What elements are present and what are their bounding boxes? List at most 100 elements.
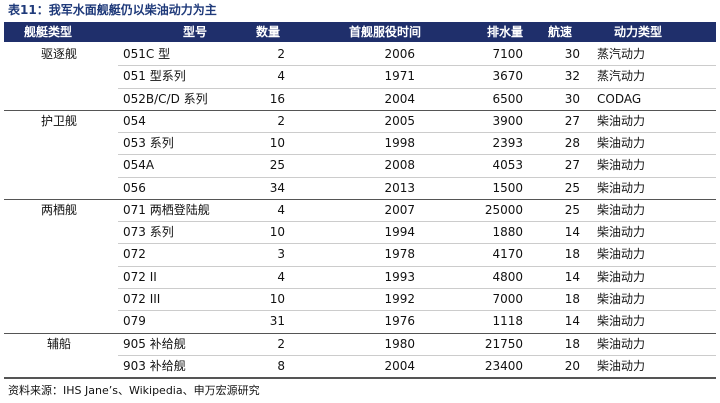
cell: 2007 bbox=[384, 202, 415, 217]
cell: 2004 bbox=[384, 358, 415, 373]
cell: 21750 bbox=[484, 336, 523, 351]
cell: 27 bbox=[564, 158, 580, 173]
cell: 20 bbox=[564, 358, 580, 373]
cell: 056 bbox=[123, 180, 146, 195]
row-separator bbox=[118, 221, 716, 223]
cell: 4170 bbox=[492, 247, 523, 262]
cell: 1118 bbox=[492, 314, 523, 329]
cell: 054A bbox=[123, 158, 155, 173]
cell: 31 bbox=[269, 314, 285, 329]
table-title: 表11：我军水面舰艇仍以柴油动力为主 bbox=[8, 3, 217, 17]
cell: 6500 bbox=[492, 91, 523, 106]
cell: 903 补给舰 bbox=[123, 358, 186, 373]
cell: 2008 bbox=[384, 158, 415, 173]
cell: 2005 bbox=[384, 113, 415, 128]
cell: 2013 bbox=[384, 180, 415, 195]
cell: 10 bbox=[269, 136, 285, 151]
cell: 2 bbox=[277, 113, 285, 128]
cell: 4800 bbox=[492, 269, 523, 284]
cell: 柴油动力 bbox=[597, 202, 646, 217]
cell: 18 bbox=[564, 291, 580, 306]
cell: 073 系列 bbox=[123, 225, 174, 240]
cell: 3670 bbox=[492, 69, 523, 84]
source-note: 资料来源：IHS Jane’s、Wikipedia、申万宏源研究 bbox=[8, 384, 260, 397]
group-label: 两栖舰 bbox=[40, 202, 78, 217]
group-separator bbox=[4, 109, 716, 111]
cell: 072 III bbox=[123, 291, 161, 306]
group-label: 驱逐舰 bbox=[40, 47, 78, 61]
cell: 051 型系列 bbox=[123, 69, 186, 84]
group-label: 护卫舰 bbox=[40, 113, 78, 128]
cell: 3900 bbox=[492, 113, 523, 128]
row-separator bbox=[118, 154, 716, 156]
cell: 7000 bbox=[492, 291, 523, 306]
cell: 072 II bbox=[123, 269, 157, 284]
cell: 3 bbox=[277, 247, 285, 262]
cell: 柴油动力 bbox=[597, 225, 646, 240]
cell: 柴油动力 bbox=[597, 291, 646, 306]
cell: 1993 bbox=[384, 269, 415, 284]
cell: 25 bbox=[564, 202, 580, 217]
cell: 25000 bbox=[484, 202, 523, 217]
group-separator bbox=[4, 377, 716, 380]
cell: 051C 型 bbox=[123, 47, 171, 61]
row-separator bbox=[118, 65, 716, 67]
cell: 4 bbox=[277, 269, 285, 284]
header-cell: 型号 bbox=[182, 25, 208, 39]
row-separator bbox=[118, 310, 716, 312]
cell: 柴油动力 bbox=[597, 314, 646, 329]
cell: 蒸汽动力 bbox=[597, 69, 646, 84]
cell: 2004 bbox=[384, 91, 415, 106]
cell: 1992 bbox=[384, 291, 415, 306]
cell: 7100 bbox=[492, 47, 523, 61]
cell: CODAG bbox=[597, 91, 642, 106]
cell: 32 bbox=[564, 69, 580, 84]
cell: 1880 bbox=[492, 225, 523, 240]
row-separator bbox=[118, 176, 716, 178]
cell: 052B/C/D 系列 bbox=[123, 91, 208, 106]
cell: 柴油动力 bbox=[597, 358, 646, 373]
cell: 2 bbox=[277, 47, 285, 61]
cell: 079 bbox=[123, 314, 146, 329]
cell: 25 bbox=[564, 180, 580, 195]
row-separator bbox=[118, 132, 716, 134]
cell: 1980 bbox=[384, 336, 415, 351]
cell: 34 bbox=[269, 180, 285, 195]
cell: 1500 bbox=[492, 180, 523, 195]
cell: 1978 bbox=[384, 247, 415, 262]
cell: 10 bbox=[269, 225, 285, 240]
cell: 10 bbox=[269, 291, 285, 306]
cell: 30 bbox=[564, 47, 580, 61]
cell: 2 bbox=[277, 336, 285, 351]
cell: 柴油动力 bbox=[597, 180, 646, 195]
cell: 1994 bbox=[384, 225, 415, 240]
cell: 柴油动力 bbox=[597, 247, 646, 262]
cell: 27 bbox=[564, 113, 580, 128]
row-separator bbox=[118, 243, 716, 245]
header-cell: 首舰服役时间 bbox=[348, 25, 422, 39]
cell: 柴油动力 bbox=[597, 336, 646, 351]
header-cell: 舰艇类型 bbox=[23, 25, 73, 39]
header-cell: 排水量 bbox=[486, 25, 524, 39]
cell: 2393 bbox=[492, 136, 523, 151]
row-separator bbox=[118, 265, 716, 267]
cell: 071 两栖登陆舰 bbox=[123, 202, 210, 217]
row-separator bbox=[118, 87, 716, 89]
header-bar bbox=[4, 22, 716, 42]
cell: 柴油动力 bbox=[597, 136, 646, 151]
cell: 23400 bbox=[484, 358, 523, 373]
cell: 柴油动力 bbox=[597, 269, 646, 284]
header-cell: 动力类型 bbox=[613, 25, 663, 39]
row-separator bbox=[118, 354, 716, 356]
row-separator bbox=[118, 287, 716, 289]
cell: 25 bbox=[269, 158, 285, 173]
cell: 18 bbox=[564, 336, 580, 351]
cell: 4053 bbox=[492, 158, 523, 173]
cell: 28 bbox=[564, 136, 580, 151]
cell: 柴油动力 bbox=[597, 113, 646, 128]
cell: 072 bbox=[123, 247, 146, 262]
cell: 1971 bbox=[384, 69, 415, 84]
header-cell: 航速 bbox=[547, 25, 573, 39]
cell: 14 bbox=[564, 269, 580, 284]
